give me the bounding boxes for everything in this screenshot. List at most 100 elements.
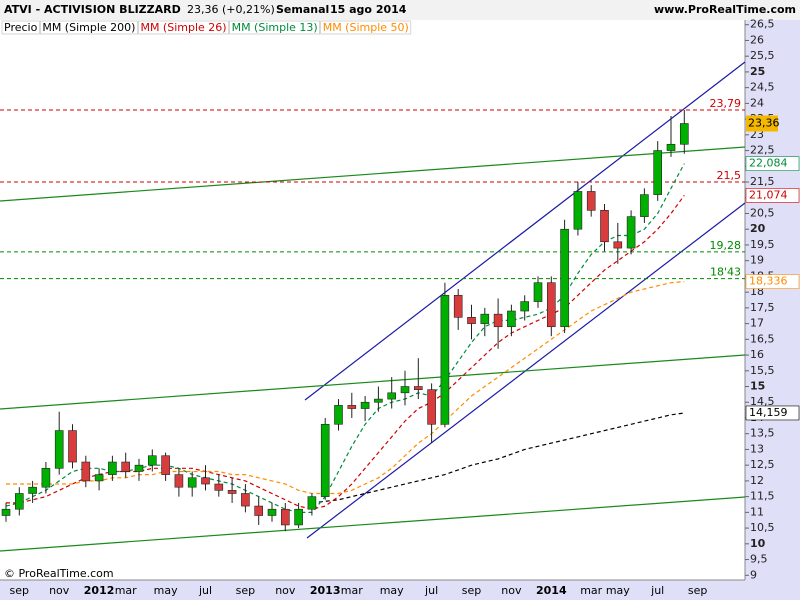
candle-body bbox=[560, 228, 569, 328]
candle-body bbox=[653, 150, 663, 195]
x-tick-label: jul bbox=[198, 584, 212, 597]
candle-body bbox=[453, 294, 463, 318]
candle-body bbox=[334, 405, 343, 425]
candle-body bbox=[267, 508, 277, 516]
candle-body bbox=[254, 505, 263, 516]
y-tick-label: 19,5 bbox=[750, 238, 775, 251]
x-tick-label: 2012 bbox=[84, 584, 115, 597]
x-tick-label: 2014 bbox=[536, 584, 567, 597]
y-tick-label: 25,5 bbox=[750, 49, 775, 62]
header-bar bbox=[0, 0, 800, 20]
candle-body bbox=[679, 123, 689, 145]
candle-body bbox=[28, 486, 37, 494]
candle-body bbox=[280, 508, 290, 526]
candle-body bbox=[307, 496, 317, 510]
x-tick-label: sep bbox=[236, 584, 255, 597]
header-title: ATVI - ACTIVISION BLIZZARD bbox=[4, 3, 181, 16]
x-tick-label: nov bbox=[501, 584, 522, 597]
value-box bbox=[745, 156, 800, 171]
y-tick-label: 20 bbox=[750, 222, 766, 235]
legend-box bbox=[40, 20, 138, 35]
y-tick-label: 15,5 bbox=[750, 364, 775, 377]
y-tick-label: 12 bbox=[750, 474, 764, 487]
y-tick-label: 14,5 bbox=[750, 395, 775, 408]
copyright: © ProRealTime.com bbox=[4, 567, 114, 580]
y-tick-label: 12,5 bbox=[750, 458, 775, 471]
candle-body bbox=[507, 310, 516, 328]
y-tick-label: 24 bbox=[750, 96, 764, 109]
candle-body bbox=[94, 474, 104, 482]
price-label: 23,36 bbox=[748, 117, 780, 130]
trend-lines bbox=[0, 61, 746, 552]
candle-body bbox=[413, 386, 423, 390]
x-tick-label: may bbox=[154, 584, 178, 597]
level-label: 21,5 bbox=[717, 169, 742, 182]
x-tick-label: 2013 bbox=[310, 584, 341, 597]
candle-body bbox=[108, 461, 117, 475]
trend-line bbox=[0, 496, 746, 552]
candle-body bbox=[347, 405, 357, 409]
value-label: 14,159 bbox=[749, 406, 788, 419]
candle-body bbox=[400, 386, 410, 394]
level-label: 19,28 bbox=[710, 239, 742, 252]
value-box bbox=[745, 405, 800, 421]
candle-body bbox=[68, 430, 77, 463]
y-tick-label: 10 bbox=[750, 537, 766, 550]
x-tick-label: nov bbox=[49, 584, 70, 597]
y-tick-label: 9,5 bbox=[750, 553, 768, 566]
y-tick-label: 19 bbox=[750, 254, 764, 267]
moving-average bbox=[6, 281, 685, 495]
candle-body bbox=[148, 455, 157, 466]
y-tick-label: 17 bbox=[750, 317, 764, 330]
x-tick-label: sep bbox=[10, 584, 29, 597]
candle-body bbox=[573, 191, 583, 230]
y-tick-label: 13 bbox=[750, 442, 764, 455]
candle-body bbox=[15, 493, 24, 510]
candle-body bbox=[227, 490, 237, 494]
y-tick-label: 20,5 bbox=[750, 206, 775, 219]
candle-body bbox=[81, 461, 91, 482]
candle-body bbox=[520, 301, 530, 312]
y-tick-label: 26 bbox=[750, 33, 764, 46]
header-quote: 23,36 (+0,21%) bbox=[187, 3, 275, 16]
moving-average bbox=[6, 195, 685, 510]
legend-box bbox=[320, 20, 412, 35]
candle-body bbox=[121, 461, 130, 472]
candle-body bbox=[201, 477, 210, 485]
candle-body bbox=[480, 313, 490, 324]
y-tick-label: 25 bbox=[750, 65, 765, 78]
x-tick-label: mar bbox=[341, 584, 363, 597]
candle-body bbox=[134, 464, 144, 472]
trend-line bbox=[0, 354, 746, 410]
legend-item: MM (Simple 200) bbox=[42, 21, 135, 34]
candle-body bbox=[174, 474, 184, 488]
value-label: 21,074 bbox=[749, 188, 788, 201]
legend-box bbox=[1, 20, 40, 35]
moving-average bbox=[5, 163, 685, 513]
x-tick-label: mar bbox=[115, 584, 137, 597]
value-label: 18,336 bbox=[749, 275, 788, 288]
trend-line bbox=[0, 146, 746, 202]
y-tick-label: 13,5 bbox=[750, 427, 775, 440]
candle-body bbox=[586, 191, 596, 211]
y-tick-label: 22,5 bbox=[750, 144, 775, 157]
candle-body bbox=[626, 216, 636, 249]
level-label: 23,79 bbox=[710, 97, 742, 110]
header-date: 15 ago 2014 bbox=[330, 3, 407, 16]
candle-body bbox=[54, 430, 64, 469]
candle-body bbox=[320, 423, 330, 497]
y-tick-label: 26,5 bbox=[750, 18, 775, 31]
legend-box bbox=[138, 20, 229, 35]
candle-body bbox=[1, 508, 11, 516]
level-label: 18'43 bbox=[710, 266, 741, 279]
price-box bbox=[746, 115, 778, 132]
header-site: www.ProRealTime.com bbox=[654, 3, 796, 16]
moving-average bbox=[311, 412, 685, 504]
x-tick-label: mar bbox=[580, 584, 602, 597]
candle-body bbox=[533, 282, 543, 302]
y-tick-label: 9 bbox=[750, 568, 757, 581]
value-box bbox=[745, 274, 800, 289]
y-tick-label: 11 bbox=[750, 505, 764, 518]
candle-body bbox=[214, 483, 224, 491]
